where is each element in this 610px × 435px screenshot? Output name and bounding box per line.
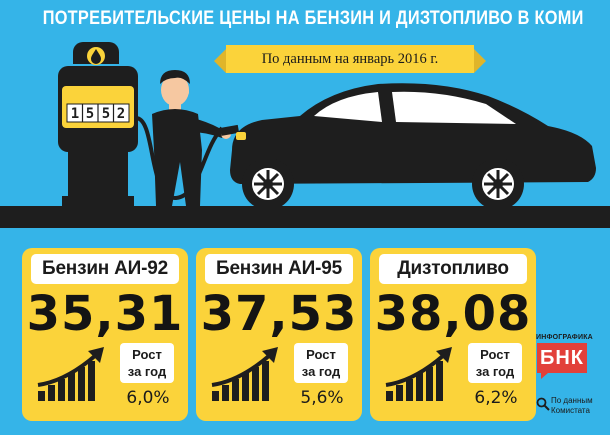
pump-display: 1 5 5 2 [71, 106, 125, 122]
source-line1: По данным [551, 396, 593, 405]
growth-value: 6,0% [126, 388, 170, 408]
fuel-station-scene: 1 5 5 2 [58, 42, 596, 210]
fuel-pump [58, 42, 224, 206]
fuel-card-ai92: Бензин АИ-92 35,31 Рост за год 6,0% [22, 248, 188, 421]
source-note: По данным Комистата [551, 396, 610, 416]
growth-value: 5,6% [300, 388, 344, 408]
brand-logo: БНК [537, 343, 587, 379]
card-label: Бензин АИ-92 [31, 254, 179, 284]
page-title: ПОТРЕБИТЕЛЬСКИЕ ЦЕНЫ НА БЕНЗИН И ДИЗТОПЛ… [42, 8, 584, 29]
magnifier-icon [536, 397, 550, 411]
growth-label: Рост за год [294, 343, 348, 383]
card-label: Бензин АИ-95 [205, 254, 353, 284]
brand-caption: ИНФОГРАФИКА [536, 334, 593, 341]
card-price: 38,08 [374, 286, 532, 342]
growth-label-line1: Рост [306, 347, 336, 362]
source-line2: Комистата [551, 406, 590, 415]
growth-chart-icon [211, 347, 278, 401]
growth-value: 6,2% [474, 388, 518, 408]
date-ribbon: По данным на январь 2016 г. [214, 45, 486, 73]
growth-label-line2: за год [301, 364, 341, 379]
growth-label-line1: Рост [132, 347, 162, 362]
pump-digit: 1 [71, 106, 79, 122]
fuel-drop-icon [91, 49, 101, 64]
car [230, 83, 596, 210]
growth-label-line2: за год [475, 364, 515, 379]
fuel-card-ai95: Бензин АИ-95 37,53 Рост за год 5,6% [196, 248, 362, 421]
growth-label: Рост за год [468, 343, 522, 383]
fuel-card-diesel: Дизтопливо 38,08 Рост за год 6,2% [370, 248, 536, 421]
growth-label-line2: за год [127, 364, 167, 379]
card-price: 37,53 [200, 286, 358, 342]
pump-digit: 5 [86, 106, 94, 122]
growth-label: Рост за год [120, 343, 174, 383]
growth-chart-icon [385, 347, 452, 401]
card-price: 35,31 [26, 286, 184, 342]
card-label: Дизтопливо [379, 254, 527, 284]
pump-digit: 5 [102, 106, 110, 122]
pump-digit: 2 [117, 106, 125, 122]
growth-label-line1: Рост [480, 347, 510, 362]
road [0, 206, 610, 228]
growth-chart-icon [37, 347, 104, 401]
attendant-figure [152, 70, 240, 206]
